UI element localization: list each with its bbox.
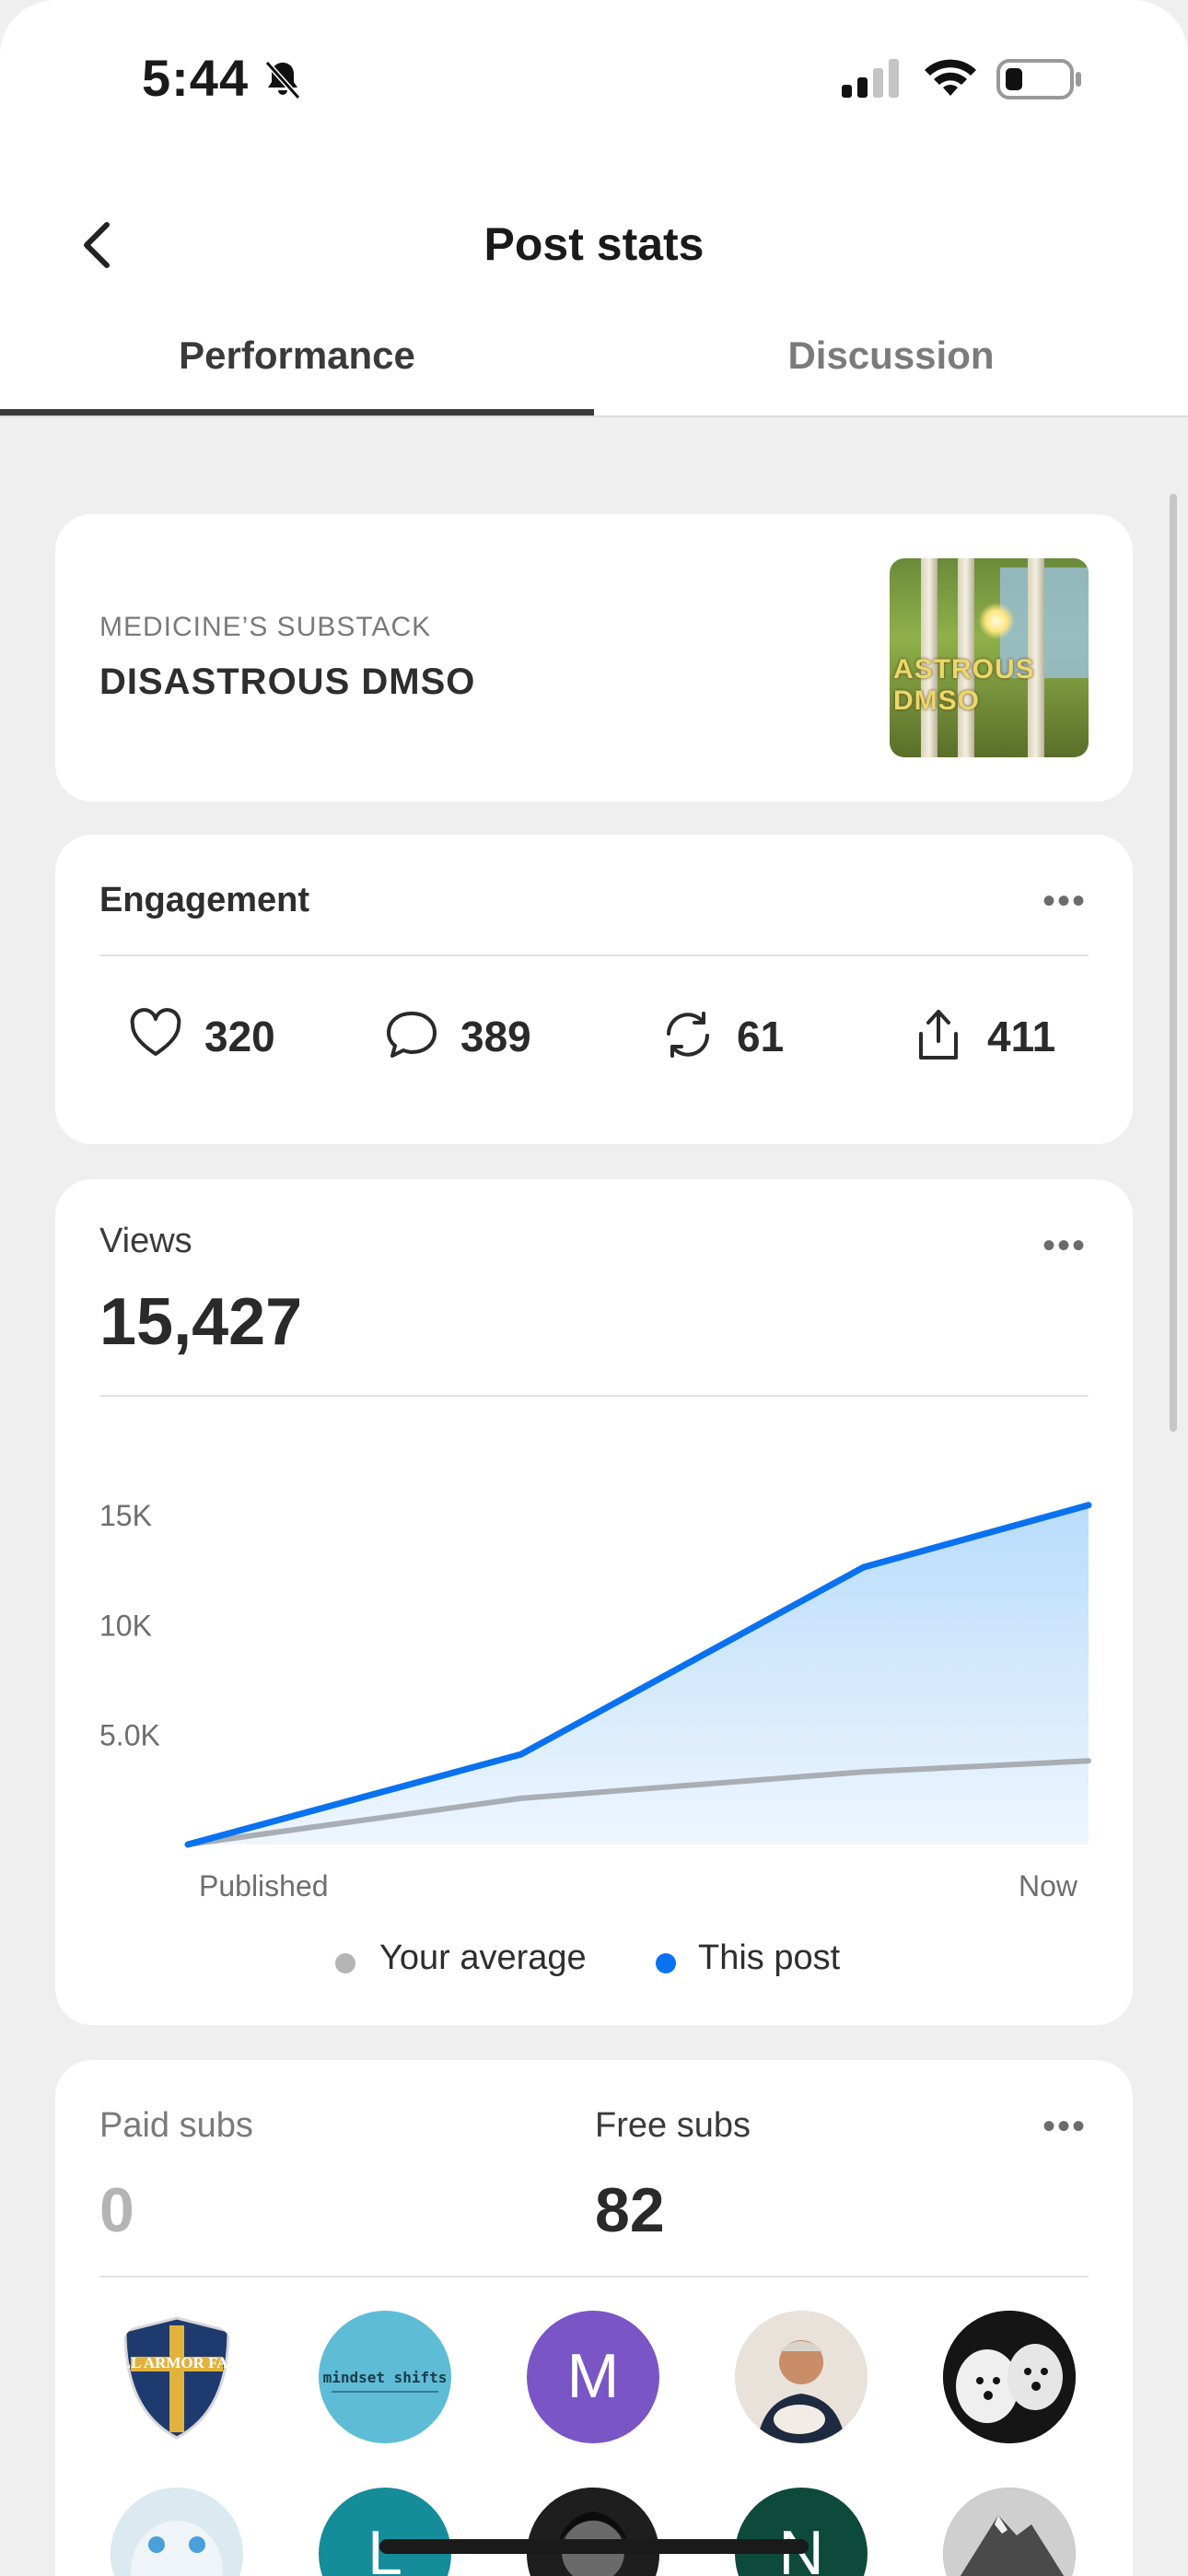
avatar[interactable] — [111, 2488, 243, 2576]
this-post-line — [184, 1502, 1092, 1848]
views-label: Views — [99, 1222, 192, 1260]
heart-icon — [130, 1008, 181, 1056]
y-tick-label: 15K — [99, 1499, 152, 1532]
views-divider — [99, 1395, 1089, 1397]
x-tick-label: Now — [1019, 1869, 1078, 1903]
avatar[interactable]: N — [735, 2488, 868, 2576]
legend-dot-this-post — [656, 1953, 676, 1973]
wifi-icon — [925, 59, 976, 96]
avatar[interactable]: mindset shifts — [319, 2311, 451, 2443]
comments-count: 389 — [460, 1013, 531, 1060]
battery-icon — [996, 59, 1081, 100]
post-thumbnail: ASTROUS DMSO — [890, 558, 1089, 757]
views-chart: 5.0K 10K 15K Published Now — [99, 1499, 1092, 1903]
engagement-title: Engagement — [99, 881, 310, 919]
comment-bubble-icon — [387, 1012, 437, 1058]
top-bar — [0, 0, 1188, 416]
tab-divider — [0, 416, 1188, 417]
legend-your-average: Your average — [379, 1938, 587, 1977]
post-title: DISASTROUS DMSO — [99, 662, 476, 702]
shares-count: 411 — [987, 1013, 1056, 1060]
thumbnail-text-line-2: DMSO — [893, 685, 980, 716]
x-tick-label: Published — [199, 1869, 329, 1903]
paid-subs-count: 0 — [99, 2175, 134, 2245]
engagement-divider — [99, 954, 1089, 956]
engagement-card: Engagement ••• 320 389 61 411 — [55, 835, 1133, 1144]
full-armor-farm-logo: FULL ARMOR FARM — [111, 2316, 243, 2440]
mindset-shifts-logo: mindset shifts — [323, 2369, 448, 2393]
thumbnail-text-line-1: ASTROUS — [893, 654, 1035, 685]
free-subs-label: Free subs — [595, 2106, 751, 2145]
views-total: 15,427 — [99, 1285, 303, 1359]
avatar[interactable] — [943, 2488, 1076, 2576]
bell-muted-icon — [264, 60, 301, 100]
views-card: Views ••• 15,427 5.0K 10K 15K Published Now… — [55, 1179, 1133, 2025]
avatar[interactable] — [943, 2311, 1076, 2443]
tab-discussion[interactable]: Discussion — [787, 334, 995, 377]
paid-subs-label: Paid subs — [99, 2106, 253, 2145]
avatar[interactable] — [527, 2488, 659, 2576]
status-time: 5:44 — [142, 49, 250, 107]
scrollbar[interactable] — [1170, 494, 1177, 1432]
bw-photo — [527, 2488, 659, 2576]
dogs-photo — [943, 2311, 1076, 2443]
legend-dot-average — [335, 1953, 355, 1973]
legend-this-post: This post — [698, 1938, 841, 1977]
tab-performance[interactable]: Performance — [179, 334, 415, 377]
your-average-line — [185, 1758, 1091, 1847]
avatar[interactable]: L — [319, 2488, 451, 2576]
likes-count: 320 — [204, 1013, 275, 1060]
subs-card: Paid subs 0 Free subs 82 ••• FULL ARMOR … — [55, 2060, 1133, 2576]
active-tab-indicator — [0, 409, 594, 416]
avatar-letter-m: M — [567, 2341, 620, 2411]
page-title: Post stats — [483, 218, 705, 270]
avatar-text: FULL ARMOR FARM — [111, 2354, 243, 2371]
home-indicator[interactable] — [379, 2539, 809, 2554]
animal-photo — [111, 2488, 243, 2576]
avatar[interactable]: M — [527, 2311, 659, 2443]
restack-arrows-icon — [667, 1012, 709, 1058]
post-card[interactable]: MEDICINE’S SUBSTACK DISASTROUS DMSO ASTR… — [55, 514, 1133, 802]
subs-more-icon[interactable]: ••• — [1042, 2106, 1087, 2147]
avatar-text: mindset shifts — [323, 2369, 448, 2386]
mountain-photo — [943, 2488, 1076, 2576]
free-subs-count: 82 — [595, 2175, 665, 2245]
cellular-signal-icon — [842, 59, 899, 98]
this-post-area — [188, 1505, 1089, 1844]
person-photo — [735, 2311, 868, 2443]
back-chevron-icon[interactable] — [70, 214, 125, 276]
y-tick-label: 5.0K — [99, 1719, 160, 1752]
avatar[interactable]: FULL ARMOR FARM — [111, 2311, 243, 2443]
publication-name: MEDICINE’S SUBSTACK — [99, 612, 432, 642]
share-icon — [919, 1010, 958, 1060]
engagement-more-icon[interactable]: ••• — [1042, 881, 1087, 921]
restacks-count: 61 — [737, 1013, 785, 1060]
avatar[interactable] — [735, 2311, 868, 2443]
y-tick-label: 10K — [99, 1609, 152, 1642]
subs-divider — [99, 2276, 1089, 2277]
